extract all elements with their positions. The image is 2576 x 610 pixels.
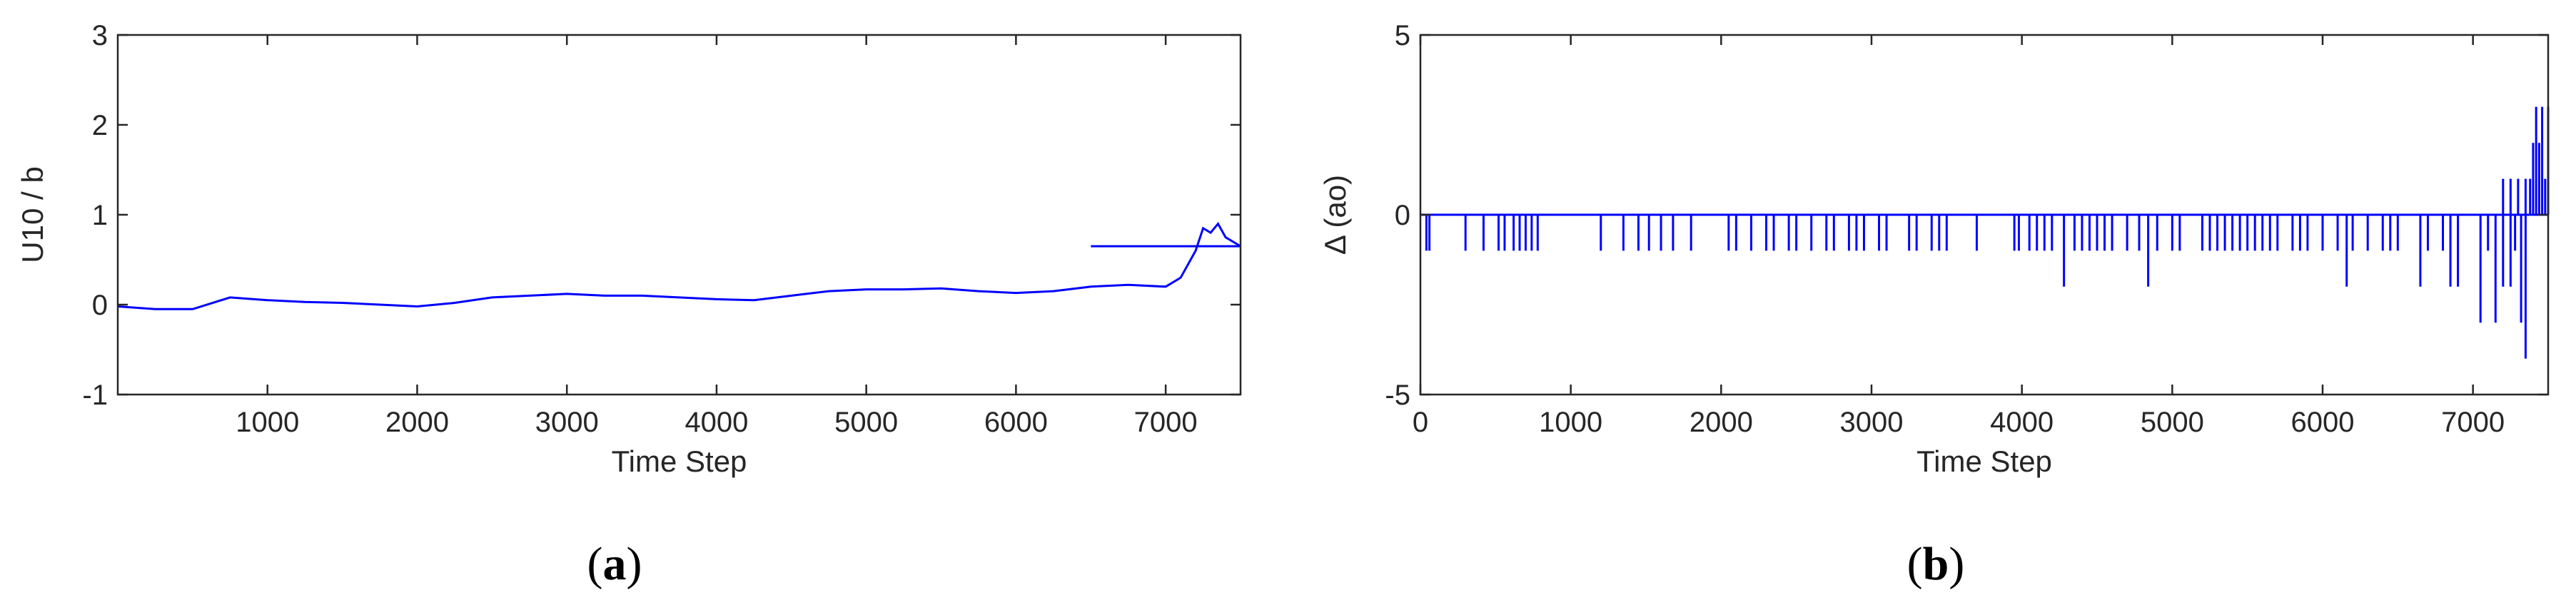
panel-label-a: (a)	[587, 538, 642, 590]
x-tick-label: 6000	[2291, 407, 2355, 438]
x-tick-label: 3000	[1840, 407, 1904, 438]
x-tick-label: 5000	[834, 407, 898, 438]
x-tick-label: 4000	[685, 407, 748, 438]
x-tick-label: 6000	[984, 407, 1048, 438]
x-tick-label: 5000	[2141, 407, 2204, 438]
x-tick-label: 2000	[385, 407, 449, 438]
x-axis-label: Time Step	[1916, 444, 2052, 478]
panel-label-b: (b)	[1907, 538, 1965, 590]
y-tick-label: 3	[92, 20, 108, 51]
y-tick-label: 5	[1395, 20, 1410, 51]
y-tick-label: -1	[82, 380, 108, 411]
x-tick-label: 7000	[1134, 407, 1198, 438]
y-tick-label: 2	[92, 110, 108, 141]
x-tick-label: 3000	[535, 407, 599, 438]
y-tick-label: 0	[92, 290, 108, 321]
y-axis-label: U10 / b	[16, 166, 49, 263]
x-tick-label: 1000	[236, 407, 299, 438]
x-tick-label: 2000	[1689, 407, 1753, 438]
y-axis-label: Δ (ao)	[1318, 175, 1352, 255]
x-tick-label: 4000	[1990, 407, 2054, 438]
series-line-0	[117, 221, 1241, 310]
y-tick-label: 0	[1395, 200, 1410, 231]
x-tick-label: 0	[1413, 407, 1428, 438]
y-tick-label: 1	[92, 200, 108, 231]
plot-area	[118, 35, 1241, 395]
x-tick-label: 7000	[2441, 407, 2505, 438]
x-axis-label: Time Step	[612, 444, 747, 478]
y-tick-label: -5	[1385, 380, 1410, 411]
chart-panel-a: 1000 2000 3000 4000 5000 6000 7000 -1 0 1 2 3 Time S…	[16, 20, 1242, 478]
x-tick-label: 1000	[1539, 407, 1602, 438]
